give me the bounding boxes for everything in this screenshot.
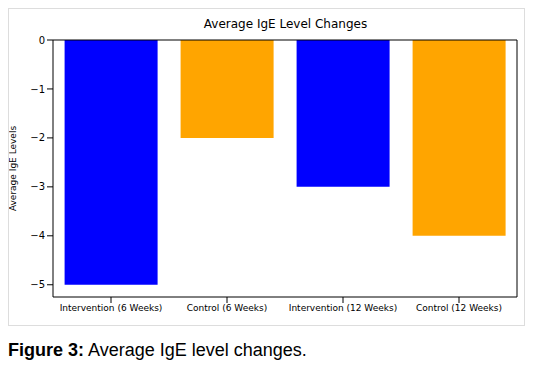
svg-text:Control (12 Weeks): Control (12 Weeks) [416, 303, 502, 313]
svg-text:0: 0 [39, 35, 45, 46]
html-text:Figure 3: Average IgE level ch: Figure 3: Average IgE level changes. [8, 340, 307, 360]
svg-text:Average IgE Levels: Average IgE Levels [9, 126, 18, 211]
svg-text:Control (6 Weeks): Control (6 Weeks) [187, 303, 267, 313]
svg-text:Intervention (6 Weeks): Intervention (6 Weeks) [60, 303, 163, 313]
svg-text:−2: −2 [30, 132, 45, 143]
svg-text:−4: −4 [30, 230, 45, 241]
html-text:Average IgE Level Changes: Average IgE Level Changes [203, 17, 368, 31]
svg-text:−1: −1 [30, 84, 45, 95]
svg-text:Intervention (12 Weeks): Intervention (12 Weeks) [289, 303, 397, 313]
svg-text:−5: −5 [30, 279, 45, 290]
svg-text:−3: −3 [30, 181, 45, 192]
